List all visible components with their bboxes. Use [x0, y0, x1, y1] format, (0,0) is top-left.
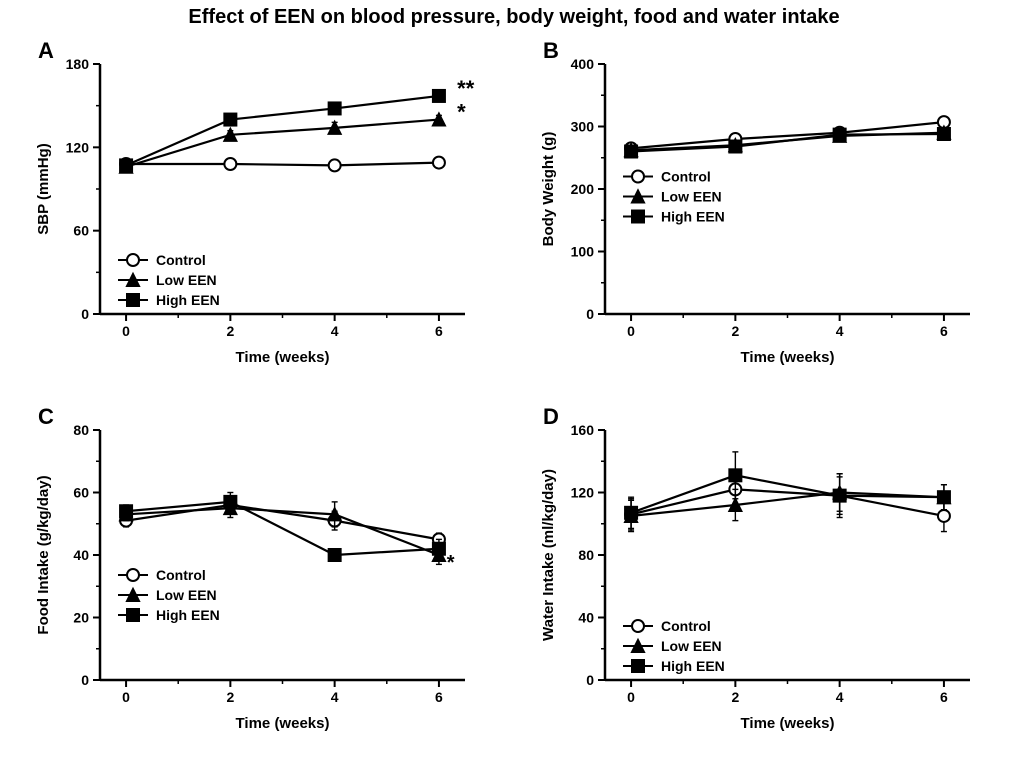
svg-text:20: 20 — [73, 610, 89, 626]
svg-text:High EEN: High EEN — [156, 607, 220, 623]
svg-text:Control: Control — [156, 252, 206, 268]
svg-text:Time (weeks): Time (weeks) — [236, 349, 330, 366]
panel-A: 0246060120180Time (weeks)SBP (mmHg)Contr… — [30, 44, 490, 374]
svg-text:0: 0 — [627, 689, 635, 705]
svg-text:Time (weeks): Time (weeks) — [741, 715, 835, 732]
svg-text:80: 80 — [578, 547, 594, 563]
svg-text:160: 160 — [571, 422, 595, 438]
svg-text:Low EEN: Low EEN — [156, 587, 217, 603]
svg-text:2: 2 — [731, 689, 739, 705]
svg-text:200: 200 — [571, 181, 595, 197]
svg-text:Time (weeks): Time (weeks) — [741, 349, 835, 366]
svg-text:120: 120 — [66, 139, 90, 155]
svg-text:**: ** — [457, 76, 475, 101]
svg-text:SBP (mmHg): SBP (mmHg) — [35, 143, 52, 234]
svg-text:0: 0 — [586, 306, 594, 322]
panel-label-C: C — [38, 404, 54, 430]
svg-text:180: 180 — [66, 56, 90, 72]
svg-text:Time (weeks): Time (weeks) — [236, 715, 330, 732]
svg-text:0: 0 — [122, 689, 130, 705]
svg-text:Control: Control — [661, 618, 711, 634]
svg-text:40: 40 — [578, 610, 594, 626]
svg-text:2: 2 — [226, 323, 234, 339]
svg-text:Low EEN: Low EEN — [661, 189, 722, 205]
svg-text:Low EEN: Low EEN — [156, 272, 217, 288]
svg-text:0: 0 — [81, 306, 89, 322]
svg-text:6: 6 — [435, 323, 443, 339]
svg-text:Body Weight (g): Body Weight (g) — [540, 132, 557, 247]
svg-text:60: 60 — [73, 485, 89, 501]
svg-text:High EEN: High EEN — [661, 209, 725, 225]
panel-label-B: B — [543, 38, 559, 64]
svg-text:300: 300 — [571, 119, 595, 135]
figure-root: { "title": "Effect of EEN on blood press… — [0, 0, 1028, 781]
svg-text:Water Intake (ml/kg/day): Water Intake (ml/kg/day) — [540, 469, 557, 641]
svg-text:6: 6 — [940, 323, 948, 339]
svg-text:0: 0 — [81, 672, 89, 688]
svg-text:400: 400 — [571, 56, 595, 72]
svg-text:*: * — [457, 100, 466, 125]
figure-title: Effect of EEN on blood pressure, body we… — [0, 6, 1028, 29]
svg-text:0: 0 — [122, 323, 130, 339]
svg-text:6: 6 — [435, 689, 443, 705]
panel-label-D: D — [543, 404, 559, 430]
svg-text:120: 120 — [571, 485, 595, 501]
panel-B: 0 2 4 6 0 100 200 300 400 Time (weeks) Body Weight… — [535, 44, 995, 374]
svg-text:80: 80 — [73, 422, 89, 438]
svg-text:6: 6 — [940, 689, 948, 705]
svg-text:Low EEN: Low EEN — [661, 638, 722, 654]
svg-text:2: 2 — [731, 323, 739, 339]
svg-text:100: 100 — [571, 244, 595, 260]
svg-text:0: 0 — [586, 672, 594, 688]
svg-text:4: 4 — [331, 323, 339, 339]
svg-text:0: 0 — [627, 323, 635, 339]
svg-text:4: 4 — [836, 689, 844, 705]
svg-text:4: 4 — [331, 689, 339, 705]
svg-text:High EEN: High EEN — [661, 658, 725, 674]
svg-text:40: 40 — [73, 547, 89, 563]
svg-text:High EEN: High EEN — [156, 292, 220, 308]
svg-text:60: 60 — [73, 223, 89, 239]
svg-text:*: * — [447, 552, 455, 574]
panel-D: 0 2 4 6 0 40 80 120 160 Time (weeks) Water Intake … — [535, 410, 995, 740]
svg-text:Control: Control — [156, 567, 206, 583]
panel-C: 0246020406080Time (weeks)Food Intake (g/… — [30, 410, 490, 740]
svg-text:2: 2 — [226, 689, 234, 705]
svg-text:4: 4 — [836, 323, 844, 339]
panel-label-A: A — [38, 38, 54, 64]
svg-text:Control: Control — [661, 169, 711, 185]
svg-text:Food Intake (g/kg/day): Food Intake (g/kg/day) — [35, 475, 52, 634]
